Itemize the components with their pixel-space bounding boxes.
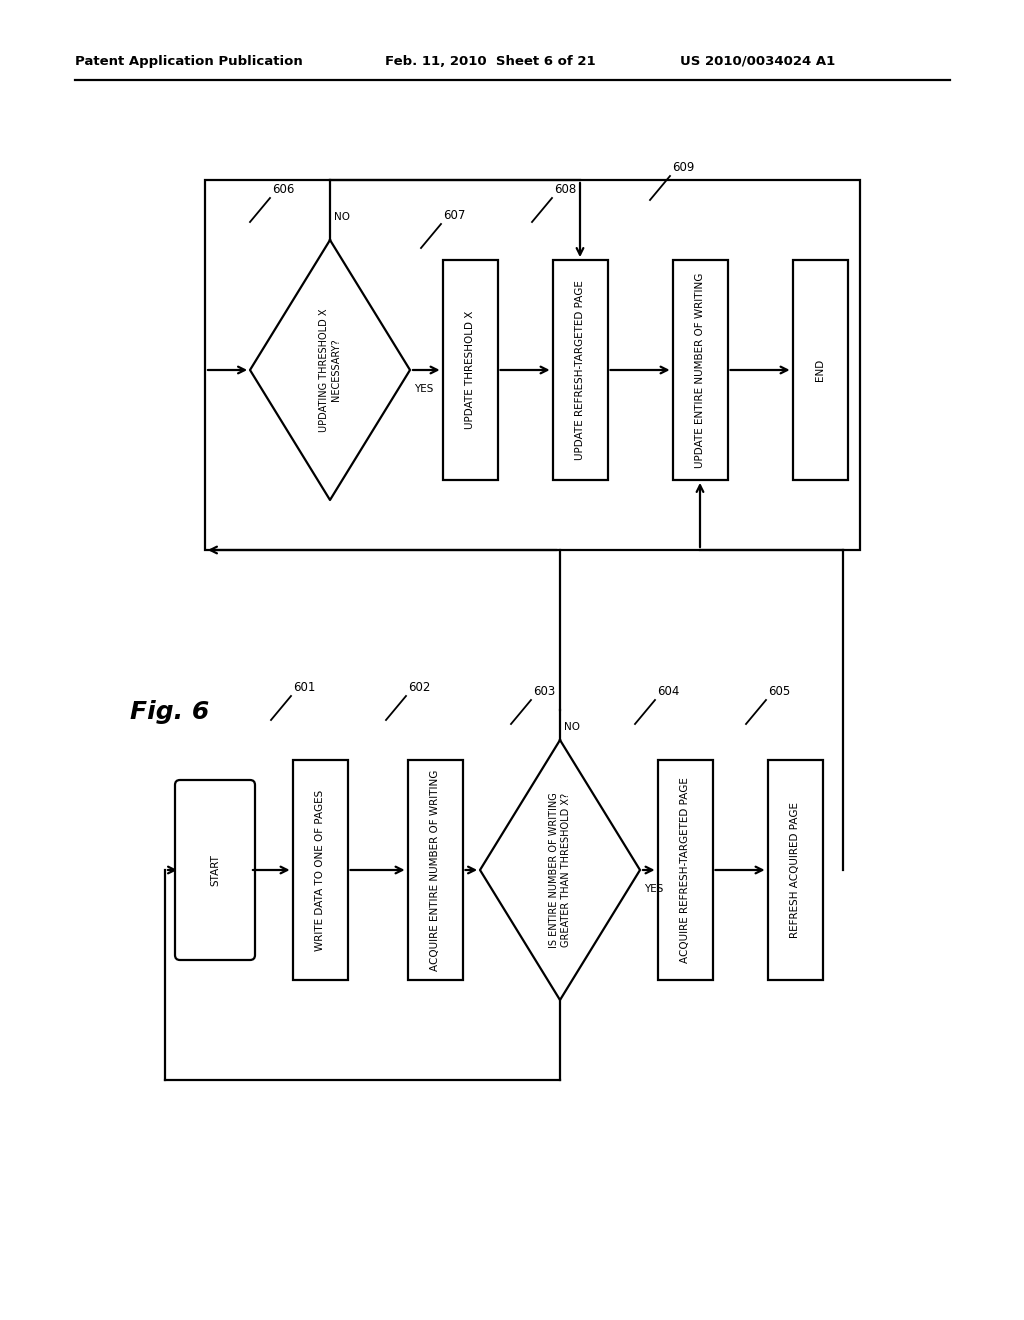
FancyBboxPatch shape bbox=[408, 760, 463, 979]
Text: UPDATE ENTIRE NUMBER OF WRITING: UPDATE ENTIRE NUMBER OF WRITING bbox=[695, 272, 705, 467]
Text: 606: 606 bbox=[272, 183, 294, 195]
Text: US 2010/0034024 A1: US 2010/0034024 A1 bbox=[680, 55, 836, 69]
Text: REFRESH ACQUIRED PAGE: REFRESH ACQUIRED PAGE bbox=[790, 803, 800, 939]
FancyBboxPatch shape bbox=[175, 780, 255, 960]
Text: Feb. 11, 2010  Sheet 6 of 21: Feb. 11, 2010 Sheet 6 of 21 bbox=[385, 55, 596, 69]
Text: UPDATING THRESHOLD X
NECESSARY?: UPDATING THRESHOLD X NECESSARY? bbox=[319, 309, 341, 432]
Text: ACQUIRE REFRESH-TARGETED PAGE: ACQUIRE REFRESH-TARGETED PAGE bbox=[680, 777, 690, 962]
Text: END: END bbox=[815, 359, 825, 381]
Text: Fig. 6: Fig. 6 bbox=[130, 700, 209, 723]
FancyBboxPatch shape bbox=[657, 760, 713, 979]
FancyBboxPatch shape bbox=[553, 260, 607, 480]
Text: 601: 601 bbox=[293, 681, 315, 694]
FancyBboxPatch shape bbox=[673, 260, 727, 480]
Text: 609: 609 bbox=[672, 161, 694, 174]
Text: UPDATE REFRESH-TARGETED PAGE: UPDATE REFRESH-TARGETED PAGE bbox=[575, 280, 585, 459]
FancyBboxPatch shape bbox=[293, 760, 347, 979]
Text: 604: 604 bbox=[657, 685, 679, 698]
Text: ACQUIRE ENTIRE NUMBER OF WRITING: ACQUIRE ENTIRE NUMBER OF WRITING bbox=[430, 770, 440, 970]
Text: 607: 607 bbox=[443, 209, 465, 222]
Text: 602: 602 bbox=[408, 681, 430, 694]
Text: NO: NO bbox=[564, 722, 580, 733]
Text: YES: YES bbox=[414, 384, 433, 393]
Text: 605: 605 bbox=[768, 685, 791, 698]
Polygon shape bbox=[480, 741, 640, 1001]
Text: START: START bbox=[210, 854, 220, 886]
Polygon shape bbox=[250, 240, 410, 500]
FancyBboxPatch shape bbox=[793, 260, 848, 480]
Text: WRITE DATA TO ONE OF PAGES: WRITE DATA TO ONE OF PAGES bbox=[315, 789, 325, 950]
Text: 608: 608 bbox=[554, 183, 577, 195]
Text: IS ENTIRE NUMBER OF WRITING
GREATER THAN THRESHOLD X?: IS ENTIRE NUMBER OF WRITING GREATER THAN… bbox=[549, 792, 570, 948]
Text: YES: YES bbox=[644, 884, 664, 894]
Text: NO: NO bbox=[334, 213, 350, 222]
FancyBboxPatch shape bbox=[442, 260, 498, 480]
Text: 603: 603 bbox=[534, 685, 555, 698]
Text: Patent Application Publication: Patent Application Publication bbox=[75, 55, 303, 69]
Text: UPDATE THRESHOLD X: UPDATE THRESHOLD X bbox=[465, 310, 475, 429]
FancyBboxPatch shape bbox=[768, 760, 822, 979]
